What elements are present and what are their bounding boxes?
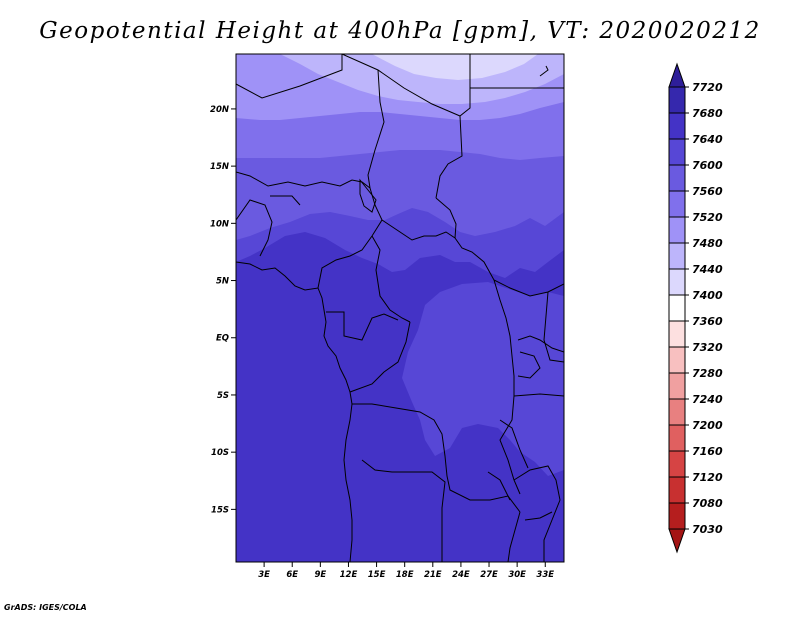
colorbar-segment <box>668 424 686 452</box>
colorbar-segment <box>668 450 686 478</box>
colorbar-label: 7440 <box>692 263 723 276</box>
colorbar-label: 7320 <box>692 341 723 354</box>
colorbar-label: 7560 <box>692 185 723 198</box>
colorbar-label: 7720 <box>692 81 723 94</box>
colorbar-segment <box>668 112 686 140</box>
colorbar-segment <box>668 216 686 244</box>
lon-tick-label: 15E <box>368 570 386 580</box>
colorbar-bottom-arrow <box>668 528 686 554</box>
colorbar-segment <box>668 346 686 374</box>
lon-tick-label: 27E <box>480 570 498 580</box>
map-frame <box>235 53 565 563</box>
lat-tick-label: 5S <box>217 391 229 401</box>
latitude-axis: 20N 15N 10N 5N EQ 5S 10S 15S <box>210 105 236 515</box>
colorbar-label: 7240 <box>692 393 723 406</box>
lat-tick-label: 10S <box>211 448 229 458</box>
colorbar-label: 7640 <box>692 133 723 146</box>
colorbar-label: 7600 <box>692 159 723 172</box>
colorbar-label: 7160 <box>692 445 723 458</box>
colorbar-segment <box>668 190 686 218</box>
colorbar-label: 7360 <box>692 315 723 328</box>
grads-credit: GrADS: IGES/COLA <box>4 603 87 612</box>
colorbar-segment <box>668 372 686 400</box>
lat-tick-label: 20N <box>210 105 229 115</box>
colorbar-segment <box>668 268 686 296</box>
lon-tick-label: 3E <box>258 570 270 580</box>
colorbar-segment <box>668 398 686 426</box>
lat-tick-label: 15N <box>210 162 229 172</box>
colorbar-segment <box>668 86 686 114</box>
chart-title: Geopotential Height at 400hPa [gpm], VT:… <box>39 18 761 44</box>
colorbar-segment <box>668 502 686 530</box>
colorbar: 7720 7680 7640 7600 7560 7520 7480 7440 7400 7360… <box>668 62 723 554</box>
colorbar-segment <box>668 242 686 270</box>
lon-tick-label: 30E <box>508 570 526 580</box>
lon-tick-label: 24E <box>452 570 470 580</box>
lat-tick-label: EQ <box>216 334 229 344</box>
lat-tick-label: 15S <box>211 505 229 515</box>
colorbar-label: 7480 <box>692 237 723 250</box>
lat-tick-label: 10N <box>210 219 229 229</box>
colorbar-segment <box>668 164 686 192</box>
colorbar-segment <box>668 476 686 504</box>
colorbar-segment <box>668 294 686 322</box>
colorbar-label: 7200 <box>692 419 723 432</box>
colorbar-label: 7520 <box>692 211 723 224</box>
colorbar-label: 7120 <box>692 471 723 484</box>
lon-tick-label: 6E <box>286 570 298 580</box>
country-boundaries <box>236 54 564 562</box>
band-7600-congo <box>402 282 564 476</box>
colorbar-label: 7680 <box>692 107 723 120</box>
lon-tick-label: 9E <box>314 570 326 580</box>
colorbar-segment <box>668 320 686 348</box>
lon-tick-label: 21E <box>424 570 442 580</box>
height-field <box>236 54 564 562</box>
colorbar-segment <box>668 138 686 166</box>
colorbar-label: 7400 <box>692 289 723 302</box>
colorbar-label: 7080 <box>692 497 723 510</box>
lon-tick-label: 18E <box>396 570 414 580</box>
colorbar-label: 7030 <box>692 523 723 536</box>
longitude-axis: 3E 6E 9E 12E 15E 18E 21E 24E 27E 30E 33E <box>258 562 554 580</box>
lon-tick-label: 33E <box>536 570 554 580</box>
lon-tick-label: 12E <box>340 570 358 580</box>
colorbar-label: 7280 <box>692 367 723 380</box>
band-7400 <box>372 54 538 80</box>
lat-tick-label: 5N <box>216 277 229 287</box>
colorbar-top-arrow <box>668 62 686 88</box>
